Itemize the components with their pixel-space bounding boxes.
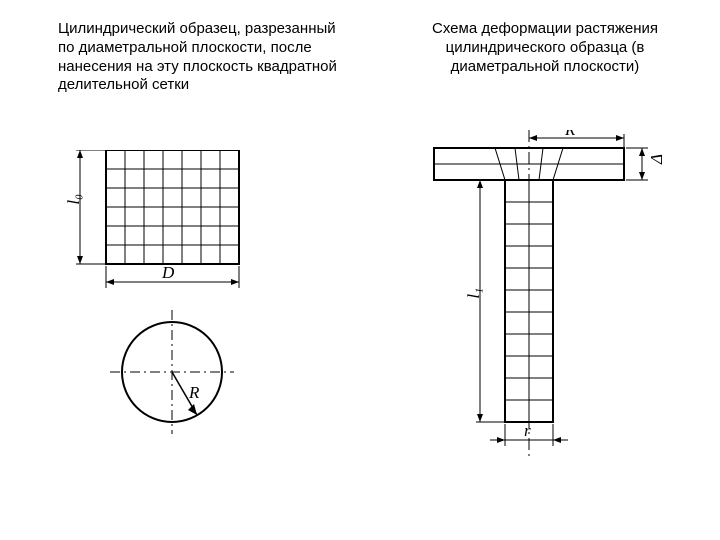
dim-D-label: D	[161, 263, 175, 282]
left-grid	[106, 150, 239, 264]
dim-delta	[626, 148, 648, 180]
dim-r-label: r	[524, 421, 531, 440]
dim-l1	[476, 180, 505, 422]
dim-D: D	[106, 263, 239, 288]
left-figure: D R l₀	[70, 150, 290, 455]
dim-R-circle-label: R	[188, 383, 200, 402]
left-circle: R	[110, 310, 234, 434]
dim-R-top: R	[529, 130, 624, 148]
column-grid	[505, 180, 553, 422]
dim-delta-label: Δ	[647, 154, 667, 164]
dim-R-label: R	[564, 130, 576, 139]
dim-l1-label: l₁	[464, 288, 484, 299]
left-figure-svg: D R	[70, 150, 290, 450]
dim-l0	[76, 150, 106, 264]
right-caption: Схема деформации растяжения цилиндрическ…	[400, 20, 690, 76]
right-figure: R r Δ l₁	[400, 130, 680, 475]
dim-l0-label: l₀	[64, 194, 84, 205]
right-figure-svg: R r	[400, 130, 680, 470]
left-caption: Цилиндрический образец, разрезанный по д…	[58, 20, 338, 95]
